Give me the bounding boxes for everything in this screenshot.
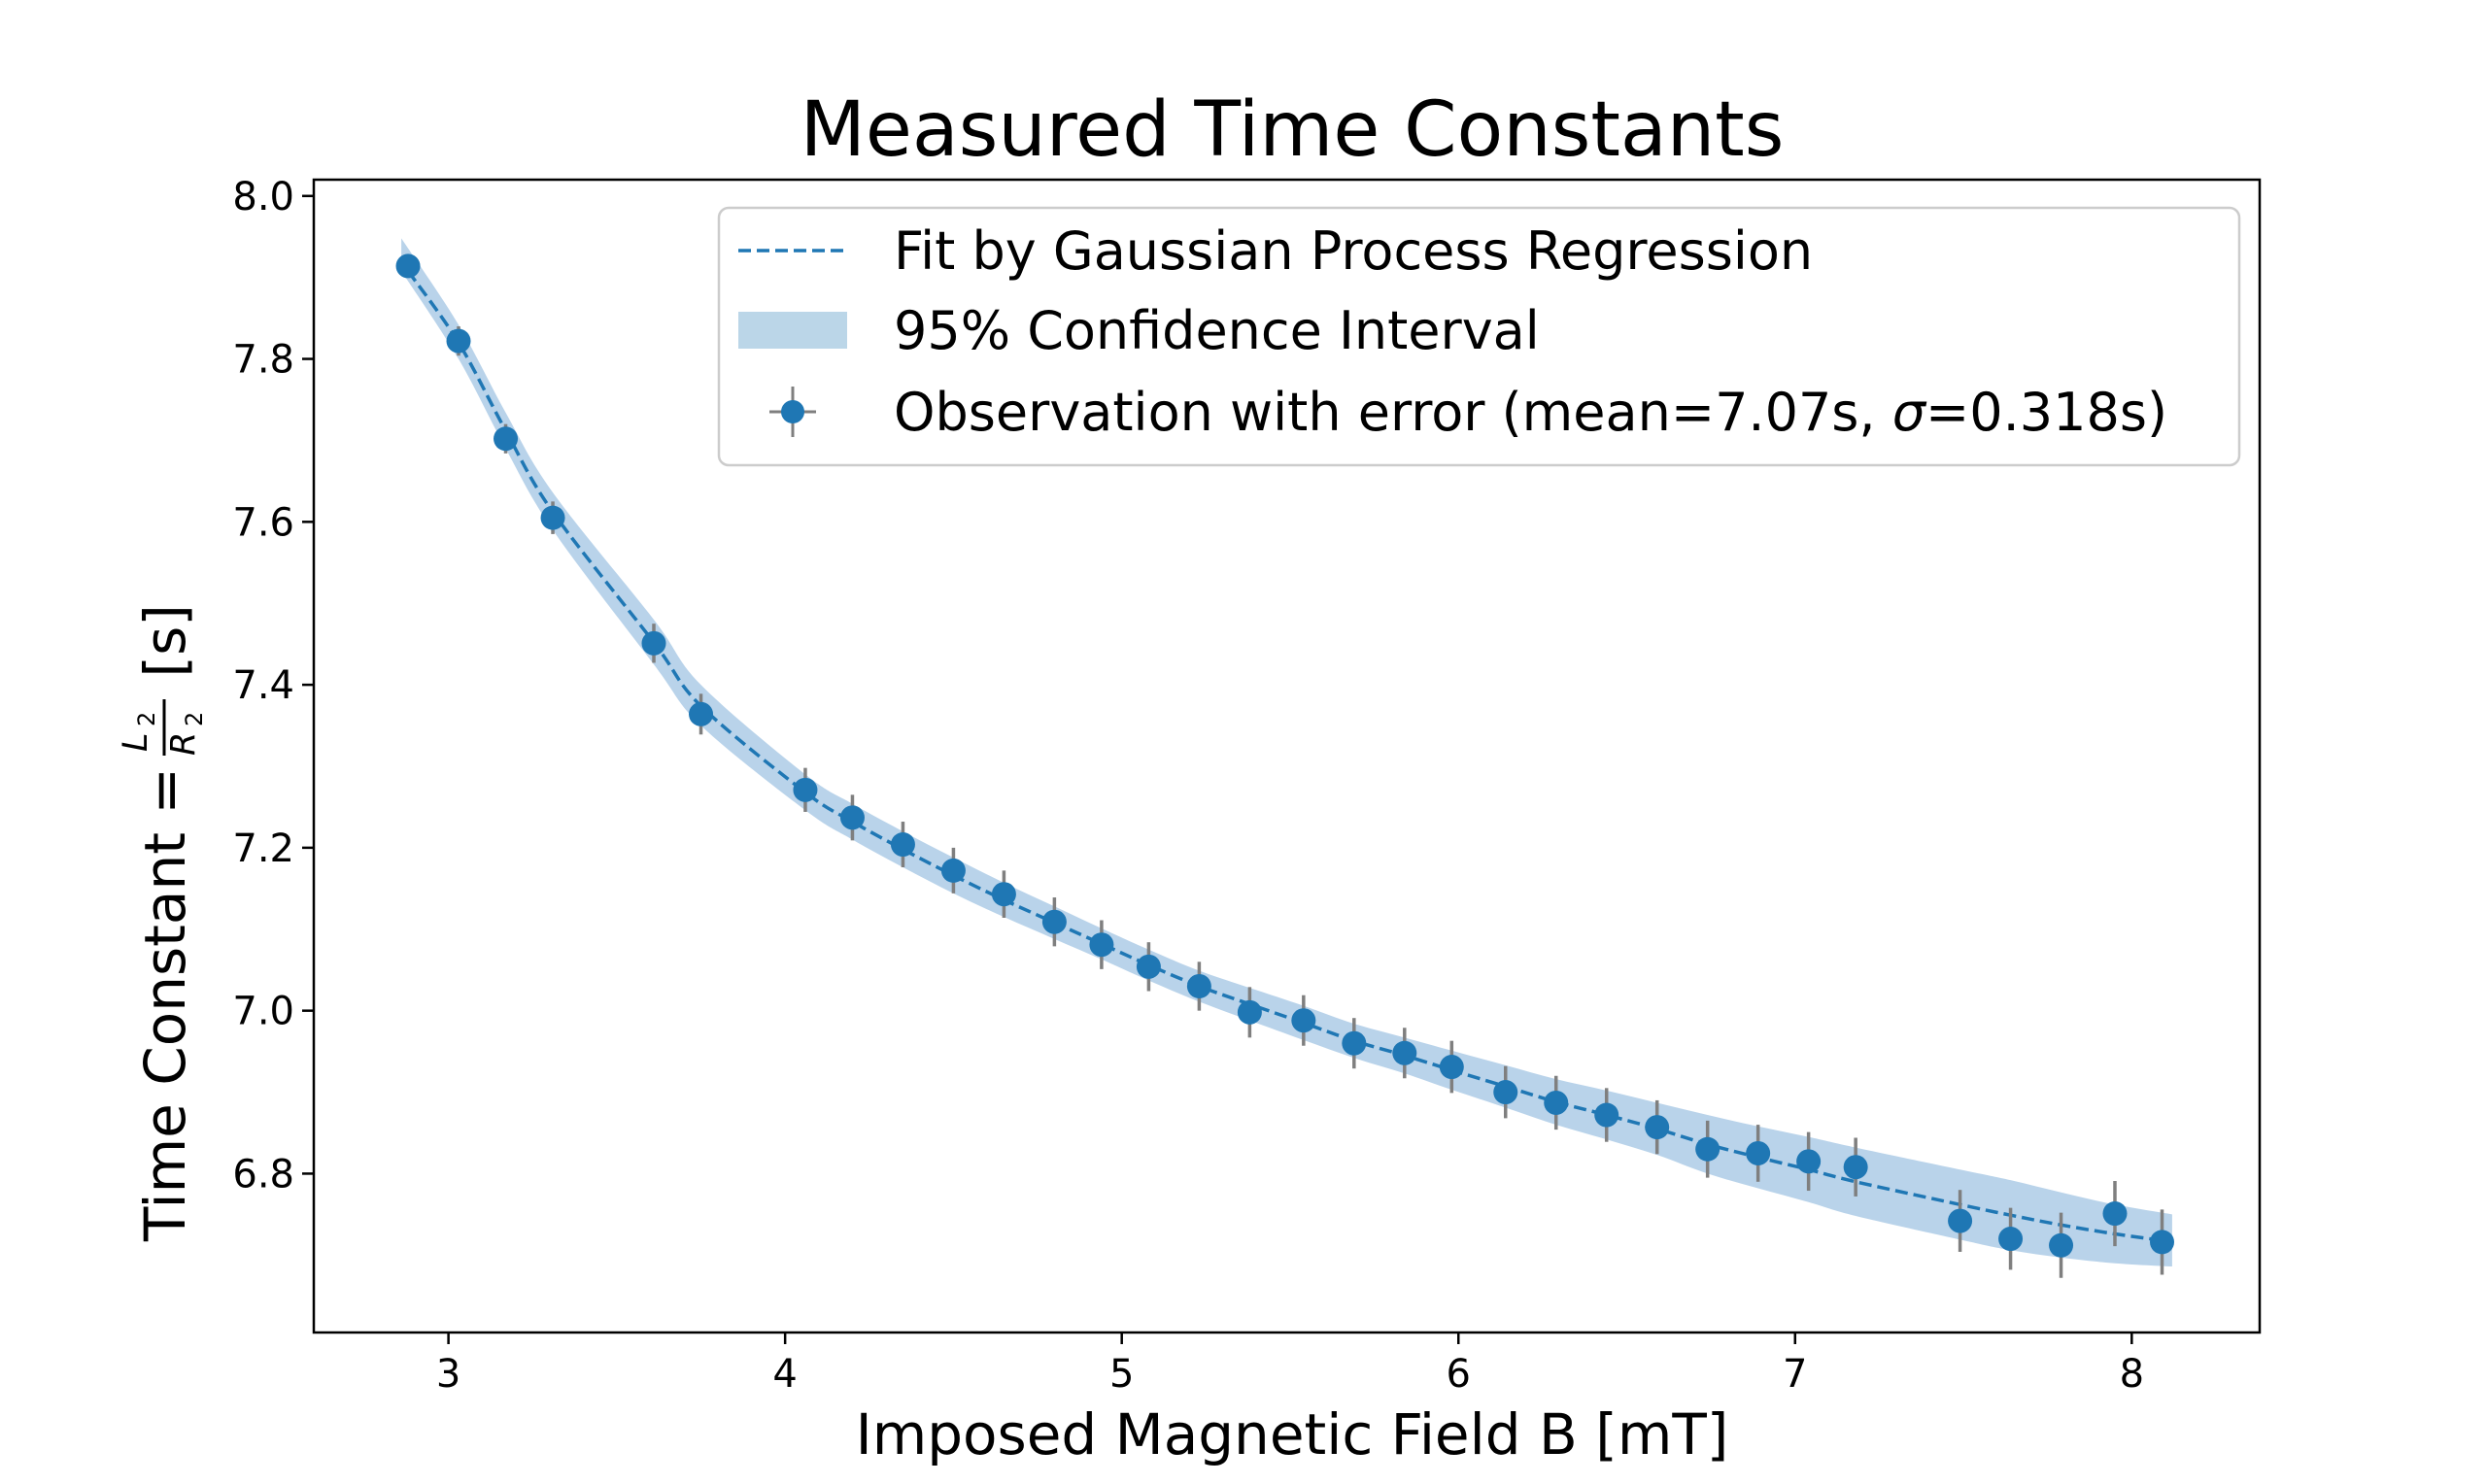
legend: Fit by Gaussian Process Regression 95% C… xyxy=(717,206,2241,467)
observation-point xyxy=(446,328,471,354)
y-axis-label-denominator: R xyxy=(164,732,203,756)
observation-point xyxy=(1493,1080,1518,1105)
observation-point xyxy=(991,882,1016,907)
x-axis-ticks: 3 4 5 6 7 8 xyxy=(436,1332,2144,1397)
x-axis-label: Imposed Magnetic Field B [mT] xyxy=(856,1401,1729,1467)
observation-point xyxy=(1136,954,1161,979)
observation-point xyxy=(1796,1149,1822,1174)
observation-point xyxy=(890,832,915,858)
observation-point xyxy=(494,426,519,452)
observation-point xyxy=(940,858,966,883)
y-tick-label: 7.2 xyxy=(232,826,294,871)
y-axis-label-suffix: [s] xyxy=(132,604,198,695)
observation-point xyxy=(1645,1115,1670,1140)
y-tick-label: 8.0 xyxy=(232,175,294,219)
x-tick-label: 4 xyxy=(772,1352,797,1397)
observation-point xyxy=(641,630,666,656)
observation-point xyxy=(2102,1201,2128,1227)
y-axis-label: Time Constant = L 2 R 2 [s] xyxy=(117,604,208,1242)
observation-point xyxy=(1392,1040,1417,1065)
x-tick-label: 7 xyxy=(1783,1352,1807,1397)
legend-obs-label-pre: Observation with error (mean=7.07s, xyxy=(894,382,1892,443)
chart-title: Measured Time Constants xyxy=(801,86,1785,174)
observation-point xyxy=(839,805,865,830)
observation-point xyxy=(793,777,818,802)
marker-layer xyxy=(395,253,2175,1258)
observation-point xyxy=(1291,1008,1316,1033)
y-tick-label: 7.6 xyxy=(232,500,294,545)
observation-point xyxy=(1186,973,1211,998)
legend-band-swatch xyxy=(738,312,847,349)
x-tick-label: 8 xyxy=(2120,1352,2144,1397)
y-tick-label: 7.0 xyxy=(232,990,294,1034)
legend-fit-label: Fit by Gaussian Process Regression xyxy=(894,220,1813,282)
y-tick-label: 7.8 xyxy=(232,338,294,383)
legend-obs-swatch xyxy=(769,387,816,437)
legend-obs-label-sigma: σ xyxy=(1892,382,1927,443)
y-tick-label: 6.8 xyxy=(232,1152,294,1197)
legend-obs-label: Observation with error (mean=7.07s, σ=0.… xyxy=(894,382,2167,443)
observation-point xyxy=(1041,909,1067,934)
observation-point xyxy=(1843,1155,1868,1180)
observation-point xyxy=(1342,1030,1367,1056)
observation-point xyxy=(2150,1230,2175,1255)
observation-point xyxy=(1237,999,1262,1025)
observation-point xyxy=(1746,1140,1771,1165)
fit-line xyxy=(406,269,2163,1242)
x-tick-label: 3 xyxy=(436,1352,460,1397)
observation-point xyxy=(689,701,714,726)
observation-point xyxy=(395,253,421,279)
observation-point xyxy=(1948,1208,1973,1233)
observation-point xyxy=(1544,1090,1569,1115)
y-axis-label-prefix: Time Constant = xyxy=(132,767,198,1242)
x-tick-label: 6 xyxy=(1447,1352,1471,1397)
observation-point xyxy=(1089,932,1114,958)
legend-frame xyxy=(717,206,2241,467)
legend-band-label: 95% Confidence Interval xyxy=(894,300,1540,361)
observation-point xyxy=(1439,1055,1464,1080)
fit-line-layer xyxy=(406,269,2163,1242)
observation-point xyxy=(1594,1102,1619,1128)
y-axis-label-numerator-sub: 2 xyxy=(133,712,160,726)
legend-obs-label-post: =0.318s) xyxy=(1925,382,2167,443)
y-axis-label-denominator-sub: 2 xyxy=(181,712,208,726)
plot-frame xyxy=(312,178,2262,1334)
observation-point xyxy=(1695,1136,1720,1162)
y-tick-label: 7.4 xyxy=(232,663,294,708)
observation-point xyxy=(1998,1227,2024,1252)
observation-point xyxy=(540,505,565,530)
x-tick-label: 5 xyxy=(1109,1352,1134,1397)
observation-point xyxy=(2049,1232,2074,1258)
y-axis-label-numerator: L xyxy=(117,733,155,753)
y-axis-ticks: 6.8 7.0 7.2 7.4 7.6 7.8 8.0 xyxy=(232,175,314,1197)
